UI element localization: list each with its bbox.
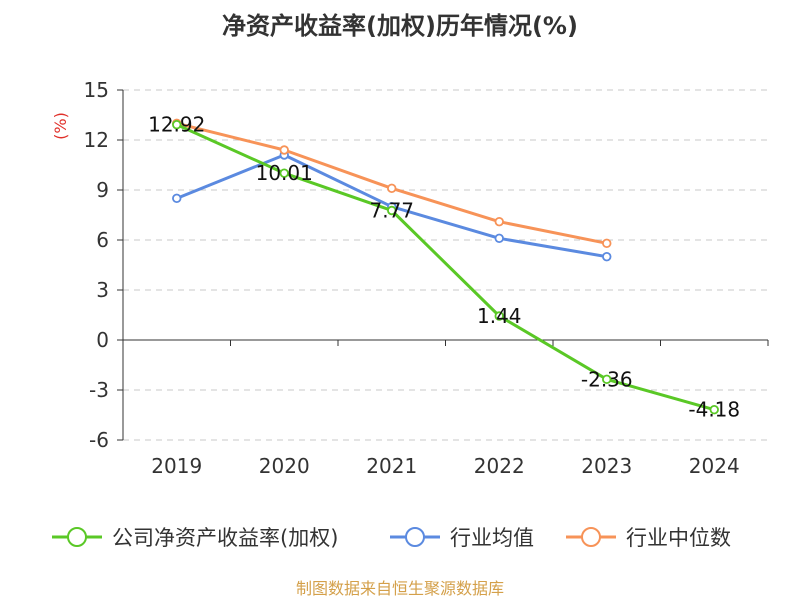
data-point [709, 404, 719, 415]
y-tick-label: 3 [96, 278, 109, 302]
data-point [494, 216, 504, 227]
x-tick-labels: 2019 2020 2021 2022 2023 2024 [151, 454, 739, 478]
y-tick-label: 9 [96, 178, 109, 202]
x-tick-label: 2022 [474, 454, 525, 478]
data-label: 10.01 [256, 161, 313, 185]
y-tick-label: 6 [96, 228, 109, 252]
data-point [602, 374, 612, 385]
x-tick-label: 2021 [366, 454, 417, 478]
data-label: 7.77 [369, 199, 414, 223]
legend-label: 行业均值 [450, 526, 534, 550]
data-point [494, 233, 504, 244]
data-labels: 12.92 10.01 7.77 1.44 -2.36 -4.18 [148, 113, 740, 422]
data-label: -2.36 [581, 367, 633, 391]
legend-swatch-marker [405, 527, 425, 547]
data-point [279, 145, 289, 155]
chart-title: 净资产收益率(加权)历年情况(%) [222, 12, 578, 40]
y-tick-label: -6 [89, 428, 109, 452]
legend-swatch-marker [581, 527, 601, 547]
data-label: 1.44 [477, 304, 522, 328]
gridlines [123, 89, 768, 441]
data-label: -4.18 [688, 398, 740, 422]
x-tick-label: 2020 [259, 454, 310, 478]
data-point [172, 119, 182, 130]
series-line [176, 123, 715, 412]
legend-swatch-marker [67, 527, 87, 547]
x-tick-label: 2023 [581, 454, 632, 478]
data-point [387, 183, 397, 194]
series-line [176, 121, 608, 245]
series-lines [172, 118, 719, 415]
data-point [279, 168, 289, 178]
legend-label: 公司净资产收益率(加权) [112, 526, 338, 550]
y-tick-labels: 15 12 9 6 3 0 -3 -6 [84, 78, 109, 452]
axes [117, 89, 769, 441]
data-label: 12.92 [148, 113, 205, 137]
y-axis-label: (%) [51, 112, 70, 140]
legend-label: 行业中位数 [626, 526, 731, 550]
y-tick-label: 0 [96, 328, 109, 352]
data-point [602, 251, 612, 262]
data-point [602, 238, 612, 249]
source-note: 制图数据来自恒生聚源数据库 [296, 579, 504, 598]
x-tick-label: 2024 [689, 454, 740, 478]
y-tick-label: -3 [89, 378, 109, 402]
y-tick-label: 12 [84, 128, 109, 152]
data-point [494, 311, 504, 321]
x-tick-label: 2019 [151, 454, 202, 478]
legend: 公司净资产收益率(加权) 行业均值 行业中位数 [52, 526, 731, 550]
y-tick-label: 15 [84, 78, 109, 102]
data-point [387, 205, 397, 216]
data-point [172, 193, 182, 204]
